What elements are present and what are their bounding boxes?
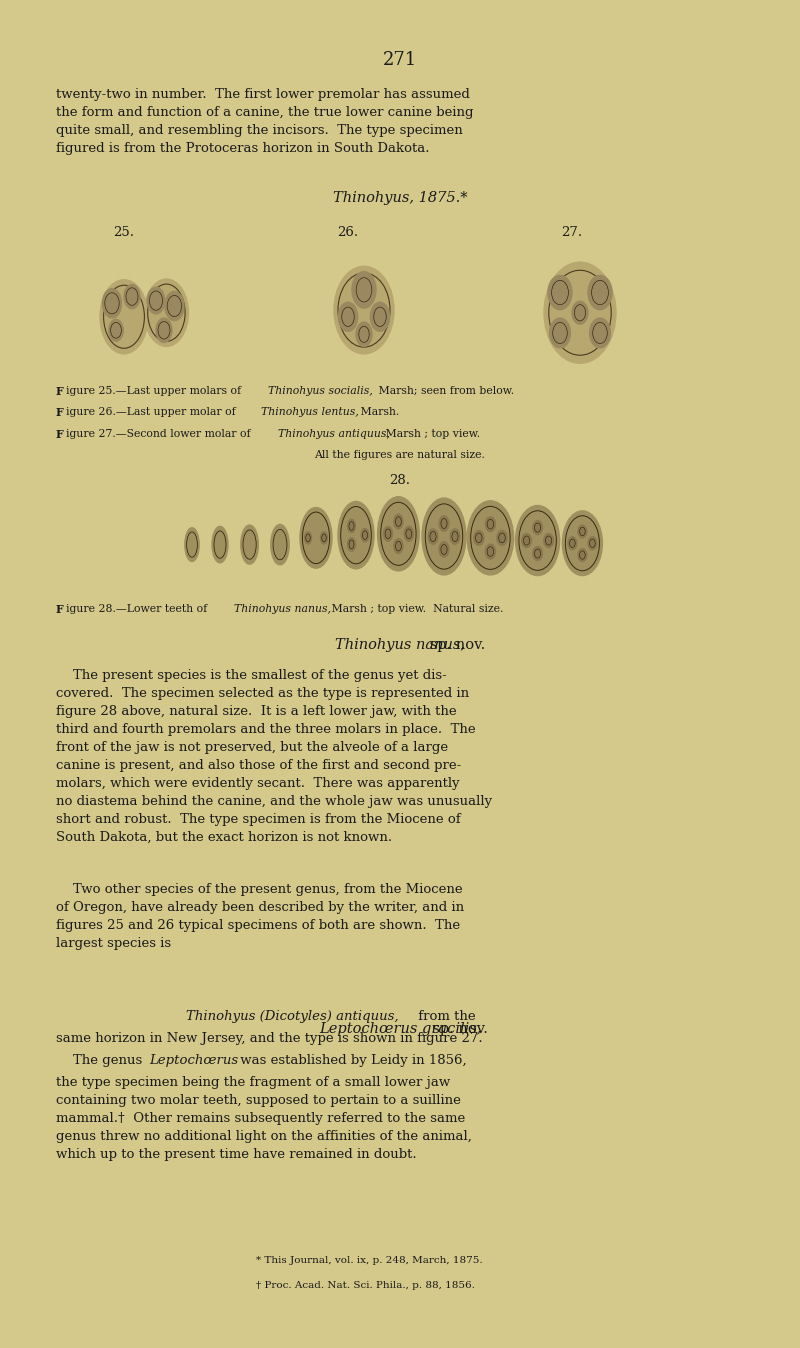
Text: † Proc. Acad. Nat. Sci. Phila., p. 88, 1856.: † Proc. Acad. Nat. Sci. Phila., p. 88, 1… <box>256 1281 475 1290</box>
Ellipse shape <box>533 520 542 535</box>
Text: Leptochœrus: Leptochœrus <box>149 1054 238 1068</box>
Ellipse shape <box>356 322 372 346</box>
Ellipse shape <box>100 280 148 353</box>
Text: Thinohyus antiquus,: Thinohyus antiquus, <box>278 429 390 438</box>
Text: Marsh ; top view.: Marsh ; top view. <box>382 429 481 438</box>
Ellipse shape <box>450 528 460 545</box>
Ellipse shape <box>185 527 199 561</box>
Text: 25.: 25. <box>114 226 134 240</box>
Text: sp. nov.: sp. nov. <box>312 1022 488 1035</box>
Ellipse shape <box>212 526 228 563</box>
Text: igure 27.—Second lower molar of: igure 27.—Second lower molar of <box>66 429 254 438</box>
Ellipse shape <box>428 528 438 545</box>
Ellipse shape <box>347 519 355 532</box>
Ellipse shape <box>300 507 332 569</box>
Text: F: F <box>56 604 64 615</box>
Ellipse shape <box>439 516 449 531</box>
Ellipse shape <box>474 530 484 545</box>
Ellipse shape <box>370 302 390 332</box>
Ellipse shape <box>486 516 495 531</box>
Ellipse shape <box>572 301 588 324</box>
Ellipse shape <box>352 271 376 309</box>
Text: The genus: The genus <box>56 1054 146 1068</box>
Ellipse shape <box>109 319 123 341</box>
Ellipse shape <box>145 279 189 346</box>
Ellipse shape <box>338 302 358 332</box>
Ellipse shape <box>156 318 172 342</box>
Ellipse shape <box>321 531 327 543</box>
Ellipse shape <box>347 538 355 551</box>
Text: F: F <box>56 429 64 439</box>
Ellipse shape <box>422 497 466 574</box>
Ellipse shape <box>562 511 602 576</box>
Ellipse shape <box>548 275 572 310</box>
Text: All the figures are natural size.: All the figures are natural size. <box>314 450 486 460</box>
Text: The present species is the smallest of the genus yet dis-
covered.  The specimen: The present species is the smallest of t… <box>56 669 492 844</box>
Ellipse shape <box>102 288 122 318</box>
Ellipse shape <box>588 275 612 310</box>
Ellipse shape <box>383 526 393 541</box>
Text: Marsh; seen from below.: Marsh; seen from below. <box>375 386 514 395</box>
Text: Thinohyus, 1875.*: Thinohyus, 1875.* <box>333 191 467 205</box>
Text: same horizon in New Jersey, and the type is shown in figure 27.: same horizon in New Jersey, and the type… <box>56 1033 482 1045</box>
Text: the type specimen being the fragment of a small lower jaw
containing two molar t: the type specimen being the fragment of … <box>56 1076 472 1161</box>
Ellipse shape <box>305 531 311 543</box>
Ellipse shape <box>544 534 554 547</box>
Text: Thinohyus nanus,: Thinohyus nanus, <box>234 604 330 613</box>
Ellipse shape <box>334 267 394 353</box>
Text: Marsh ; top view.  Natural size.: Marsh ; top view. Natural size. <box>328 604 503 613</box>
Text: Thinohyus (Dicotyles) antiquus,: Thinohyus (Dicotyles) antiquus, <box>186 1010 399 1023</box>
Text: F: F <box>56 407 64 418</box>
Ellipse shape <box>578 524 586 538</box>
Text: 27.: 27. <box>562 226 582 240</box>
Text: Thinohyus lentus,: Thinohyus lentus, <box>261 407 358 417</box>
Ellipse shape <box>522 534 531 547</box>
Ellipse shape <box>394 539 403 554</box>
Text: Marsh.: Marsh. <box>357 407 399 417</box>
Text: Thinohyus nanus,: Thinohyus nanus, <box>335 638 465 651</box>
Ellipse shape <box>439 542 449 557</box>
Ellipse shape <box>533 546 542 561</box>
Ellipse shape <box>270 524 290 565</box>
Text: Leptochœrus gracilis,: Leptochœrus gracilis, <box>319 1022 481 1035</box>
Ellipse shape <box>550 318 570 348</box>
Ellipse shape <box>515 506 559 576</box>
Ellipse shape <box>590 318 610 348</box>
Text: 271: 271 <box>383 51 417 69</box>
Ellipse shape <box>544 262 616 363</box>
Text: igure 26.—Last upper molar of: igure 26.—Last upper molar of <box>66 407 239 417</box>
Ellipse shape <box>394 514 403 528</box>
Ellipse shape <box>361 528 369 542</box>
Ellipse shape <box>497 530 507 545</box>
Ellipse shape <box>378 496 419 572</box>
Ellipse shape <box>467 500 514 574</box>
Text: F: F <box>56 386 64 396</box>
Text: 28.: 28. <box>390 474 410 488</box>
Text: twenty-two in number.  The first lower premolar has assumed
the form and functio: twenty-two in number. The first lower pr… <box>56 88 474 155</box>
Text: sp. nov.: sp. nov. <box>314 638 486 651</box>
Text: igure 25.—Last upper molars of: igure 25.—Last upper molars of <box>66 386 244 395</box>
Text: * This Journal, vol. ix, p. 248, March, 1875.: * This Journal, vol. ix, p. 248, March, … <box>256 1256 482 1266</box>
Text: was established by Leidy in 1856,: was established by Leidy in 1856, <box>236 1054 466 1068</box>
Text: Two other species of the present genus, from the Miocene
of Oregon, have already: Two other species of the present genus, … <box>56 883 464 950</box>
Ellipse shape <box>588 537 597 550</box>
Ellipse shape <box>338 501 374 569</box>
Ellipse shape <box>578 549 586 562</box>
Ellipse shape <box>165 291 184 321</box>
Ellipse shape <box>241 524 258 563</box>
Ellipse shape <box>486 545 495 559</box>
Text: Thinohyus socialis,: Thinohyus socialis, <box>268 386 373 395</box>
Text: igure 28.—Lower teeth of: igure 28.—Lower teeth of <box>66 604 210 613</box>
Ellipse shape <box>124 284 140 309</box>
Ellipse shape <box>568 537 577 550</box>
Text: from the: from the <box>414 1010 476 1023</box>
Ellipse shape <box>147 287 165 314</box>
Text: 26.: 26. <box>338 226 358 240</box>
Ellipse shape <box>404 526 414 541</box>
